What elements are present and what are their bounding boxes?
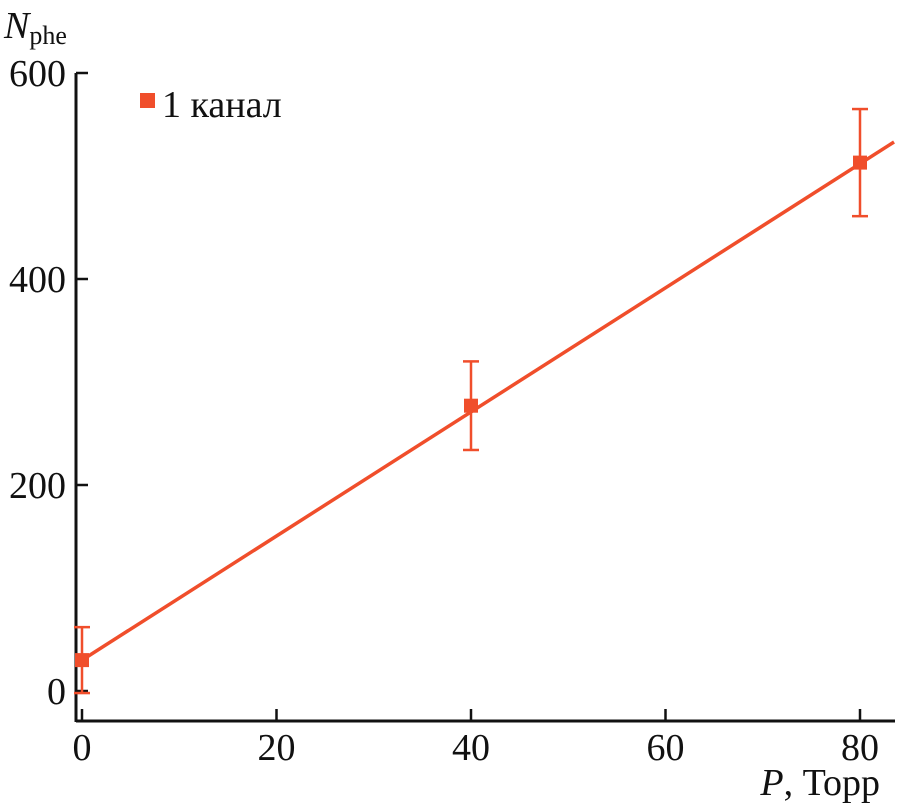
x-tick-label-0: 0 [73, 727, 92, 769]
x-tick-label-4: 80 [841, 727, 879, 769]
y-tick-label-2: 400 [9, 259, 66, 301]
y-tick-label-0: 0 [47, 671, 66, 713]
data-point-0 [75, 653, 89, 668]
data-point-1 [464, 398, 478, 413]
y-tick-label-1: 200 [9, 465, 66, 507]
x-axis-title: P, Торр [759, 762, 880, 804]
legend: 1 канал [140, 84, 282, 126]
x-tick-label-1: 20 [258, 727, 296, 769]
x-tick-label-3: 60 [647, 727, 685, 769]
fit-layer [81, 140, 895, 662]
y-axis-title: Nphe [3, 5, 67, 50]
y-axis-title-sub: phe [29, 21, 67, 50]
x-ticks: 0 20 40 60 80 [73, 709, 879, 769]
points-layer [74, 107, 868, 695]
legend-label: 1 канал [162, 84, 282, 126]
y-axis-title-var: N [3, 5, 32, 47]
fit-line [81, 140, 895, 662]
y-ticks: 0 200 400 600 [9, 53, 88, 713]
x-tick-label-2: 40 [452, 727, 490, 769]
x-axis-title-var: P [759, 762, 783, 804]
y-tick-label-3: 600 [9, 53, 66, 95]
data-point-2 [853, 155, 867, 170]
x-axis-title-rest: , Торр [784, 762, 880, 804]
legend-marker [140, 93, 155, 108]
